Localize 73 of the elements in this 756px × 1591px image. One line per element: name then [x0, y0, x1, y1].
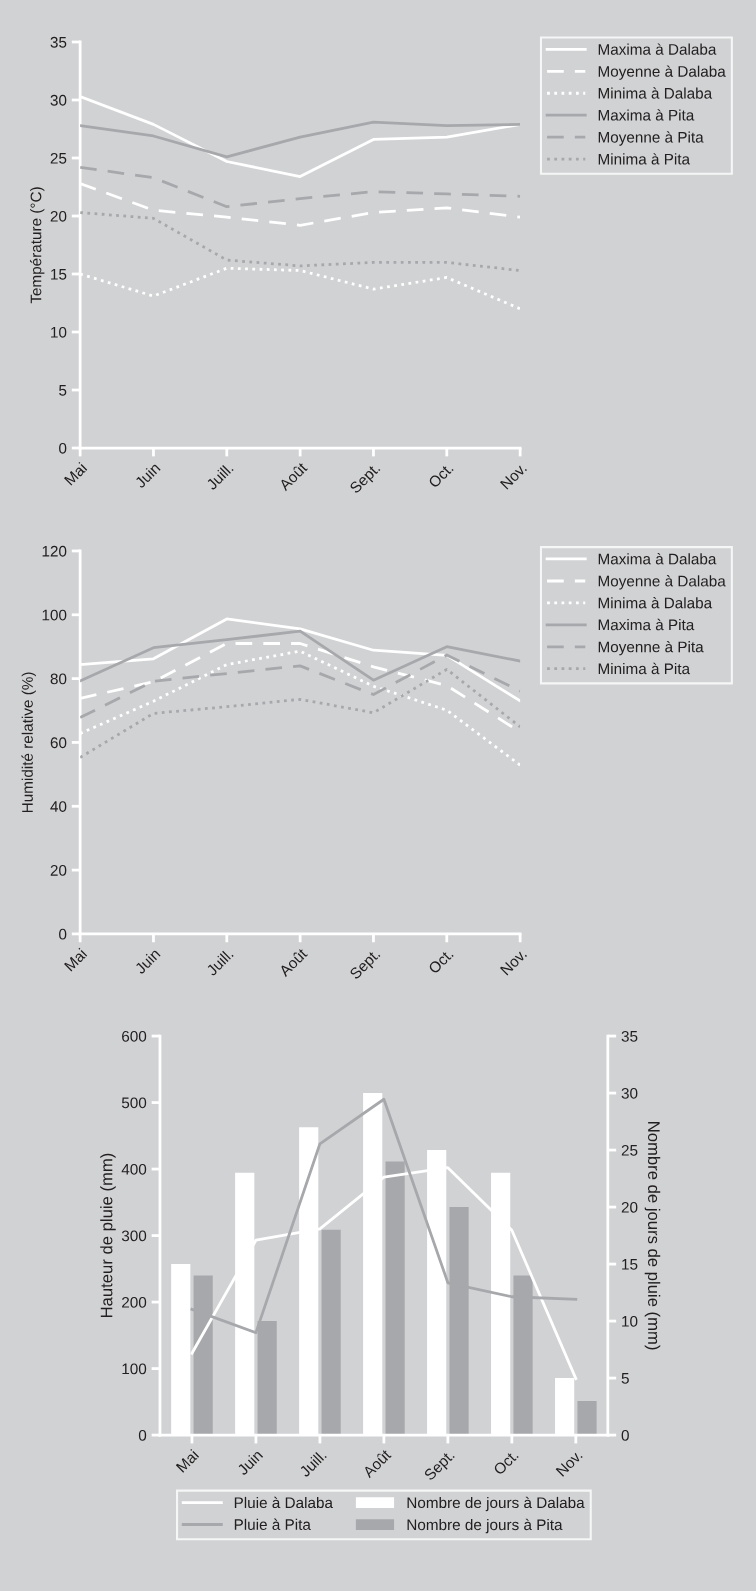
legend-label: Minima à Dalaba [598, 596, 713, 609]
y-tick-label: 40 [50, 801, 67, 812]
legend-label: Nombre de jours à Pita [407, 1518, 563, 1534]
line-series [80, 211, 521, 272]
legend-label: Maxima à Pita [598, 618, 695, 631]
y2-tick-label: 25 [621, 1144, 638, 1156]
y-tick-label: 0 [59, 442, 67, 454]
x-tick-label: Oct. [427, 948, 454, 975]
y-tick-label: 35 [50, 36, 67, 48]
y-tick-label: 500 [121, 1097, 147, 1109]
y2-tick-label: 35 [621, 1030, 638, 1042]
y-tick-label: 25 [50, 152, 67, 164]
y2-tick-label: 20 [621, 1201, 638, 1213]
x-tick-label: Juill. [298, 1449, 327, 1478]
x-tick-label: Juill. [205, 462, 234, 491]
y-axis-title: Température (°C) [29, 187, 45, 304]
y-tick-label: 100 [42, 609, 67, 621]
x-tick-label: Juin [133, 947, 161, 975]
y2-axis-title: Nombre de jours de pluie (mm) [644, 1122, 661, 1350]
y2-tick-label: 30 [621, 1087, 638, 1099]
legend-label: Minima à Dalaba [598, 87, 713, 99]
x-tick-label: Nov. [555, 1449, 583, 1477]
x-tick-label: Nov. [500, 462, 528, 490]
y-tick-label: 10 [51, 326, 67, 338]
x-tick-label: Juin [236, 1448, 264, 1476]
legend-label: Maxima à Pita [598, 109, 695, 121]
legend-label: Nombre de jours à Dalaba [407, 1496, 585, 1512]
x-tick-label: Mai [63, 461, 88, 486]
x-tick-label: Juin [133, 461, 161, 489]
line-series [80, 653, 521, 719]
bar [321, 1229, 341, 1436]
x-tick-label: Nov. [500, 948, 528, 976]
y-tick-label: 0 [138, 1429, 147, 1441]
line-series [80, 120, 521, 159]
y-tick-label: 60 [50, 737, 67, 749]
y-tick-label: 100 [122, 1363, 147, 1375]
legend-label: Moyenne à Dalaba [598, 575, 726, 590]
y-tick-label: 400 [121, 1163, 147, 1175]
legend-label: Minima à Pita [598, 153, 691, 165]
y-tick-label: 15 [51, 269, 67, 280]
legend-label: Minima à Pita [598, 662, 691, 675]
legend-label: Moyenne à Dalaba [598, 65, 726, 80]
x-tick-label: Juill. [205, 948, 234, 977]
x-tick-label: Mai [63, 947, 88, 972]
legend-label: Pluie à Pita [234, 1518, 311, 1530]
y2-tick-label: 15 [622, 1259, 638, 1270]
y-tick-label: 30 [50, 94, 67, 106]
y2-tick-label: 0 [621, 1429, 629, 1441]
y2-tick-label: 5 [621, 1373, 629, 1384]
y-tick-label: 0 [59, 928, 67, 940]
x-tick-label: Oct. [427, 462, 454, 489]
line-series [80, 165, 521, 209]
x-tick-label: Mai [175, 1449, 200, 1473]
y-axis-title: Humidité relative (%) [21, 672, 36, 813]
y-tick-label: 300 [121, 1230, 147, 1242]
y2-tick-label: 10 [622, 1315, 638, 1327]
legend-label: Moyenne à Pita [598, 640, 704, 656]
y-tick-label: 5 [59, 385, 67, 396]
y-tick-label: 20 [50, 864, 67, 876]
line-series [80, 667, 521, 759]
y-tick-label: 120 [42, 545, 67, 557]
y-axis-title: Hauteur de pluie (mm) [100, 1153, 116, 1318]
x-tick-label: Oct. [492, 1449, 519, 1476]
legend-label: Maxima à Dalaba [598, 43, 717, 55]
y-tick-label: 20 [50, 210, 67, 222]
bar [577, 1400, 597, 1436]
legend-label: Maxima à Dalaba [598, 553, 717, 565]
y-tick-label: 200 [122, 1296, 147, 1308]
y-tick-label: 600 [122, 1030, 147, 1042]
legend-label: Pluie à Dalaba [234, 1496, 333, 1509]
legend-label: Moyenne à Pita [598, 131, 704, 146]
line-series [80, 629, 521, 683]
y-tick-label: 80 [50, 673, 67, 685]
